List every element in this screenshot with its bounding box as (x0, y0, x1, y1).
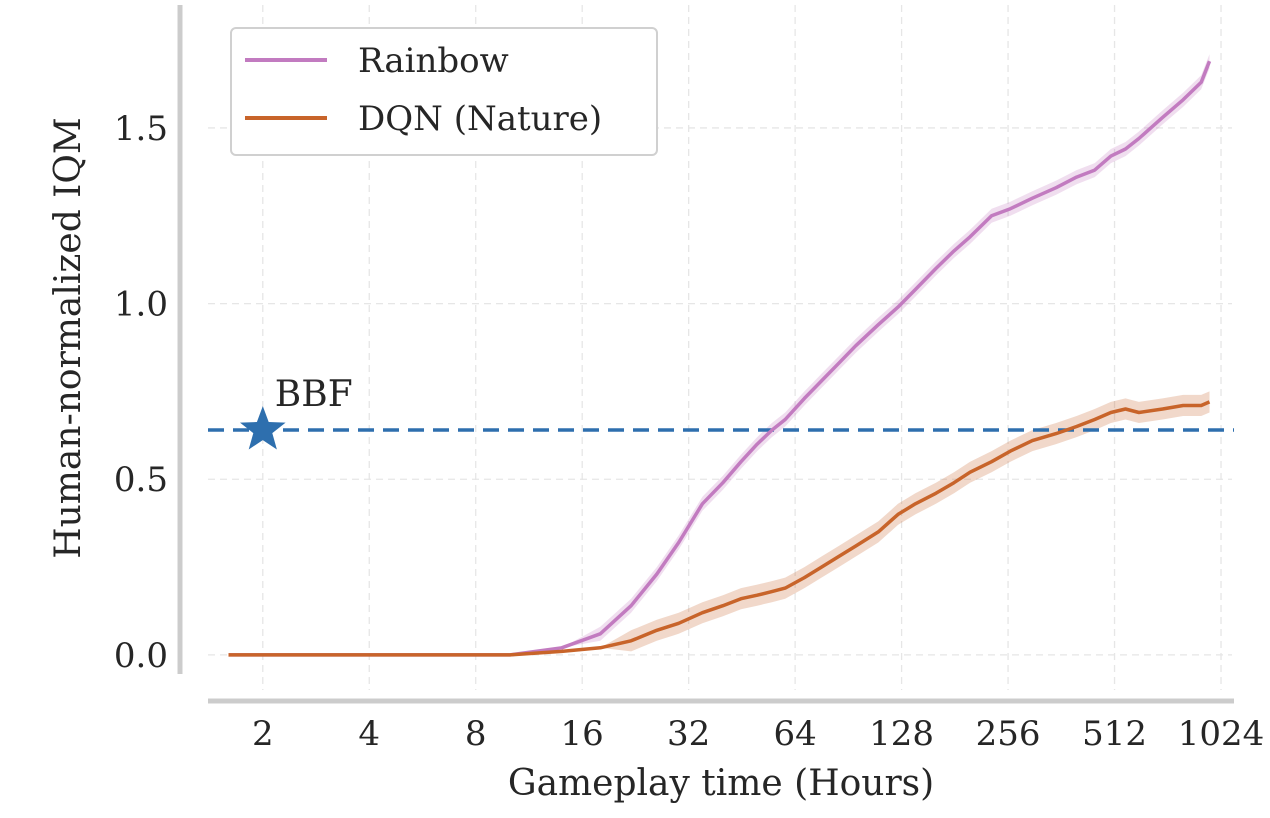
x-tick-label: 1024 (1178, 714, 1265, 754)
legend-label-rainbow: Rainbow (358, 41, 509, 81)
confidence-bands (228, 54, 1210, 655)
legend: Rainbow DQN (Nature) (230, 27, 658, 156)
legend-label-dqn: DQN (Nature) (358, 99, 602, 139)
dqn-band (228, 391, 1210, 655)
x-tick-label: 128 (869, 714, 934, 754)
series-lines (228, 60, 1212, 657)
x-tick-label: 64 (773, 714, 816, 754)
x-tick-label: 16 (561, 714, 604, 754)
y-tick-label: 0.5 (114, 460, 168, 500)
dqn-line (228, 400, 1211, 657)
y-tick-label: 1.5 (114, 109, 168, 149)
x-tick-label: 32 (667, 714, 710, 754)
y-axis-label: Human-normalized IQM (48, 117, 89, 559)
y-tick-labels: 0.0 0.5 1.0 1.5 (114, 109, 168, 676)
y-tick-label: 1.0 (114, 285, 168, 325)
x-tick-label: 512 (1082, 714, 1147, 754)
x-axis-label: Gameplay time (Hours) (508, 763, 934, 804)
x-tick-label: 256 (976, 714, 1041, 754)
x-tick-label: 2 (252, 714, 274, 754)
rainbow-line (228, 60, 1212, 657)
legend-box (230, 27, 658, 156)
x-tick-labels: 2 4 8 16 32 64 128 256 512 1024 (252, 714, 1264, 754)
bbf-annotation-label: BBF (275, 374, 353, 415)
y-tick-label: 0.0 (114, 636, 168, 676)
x-tick-label: 8 (465, 714, 487, 754)
x-tick-label: 4 (358, 714, 380, 754)
bbf-star-marker (240, 406, 286, 450)
